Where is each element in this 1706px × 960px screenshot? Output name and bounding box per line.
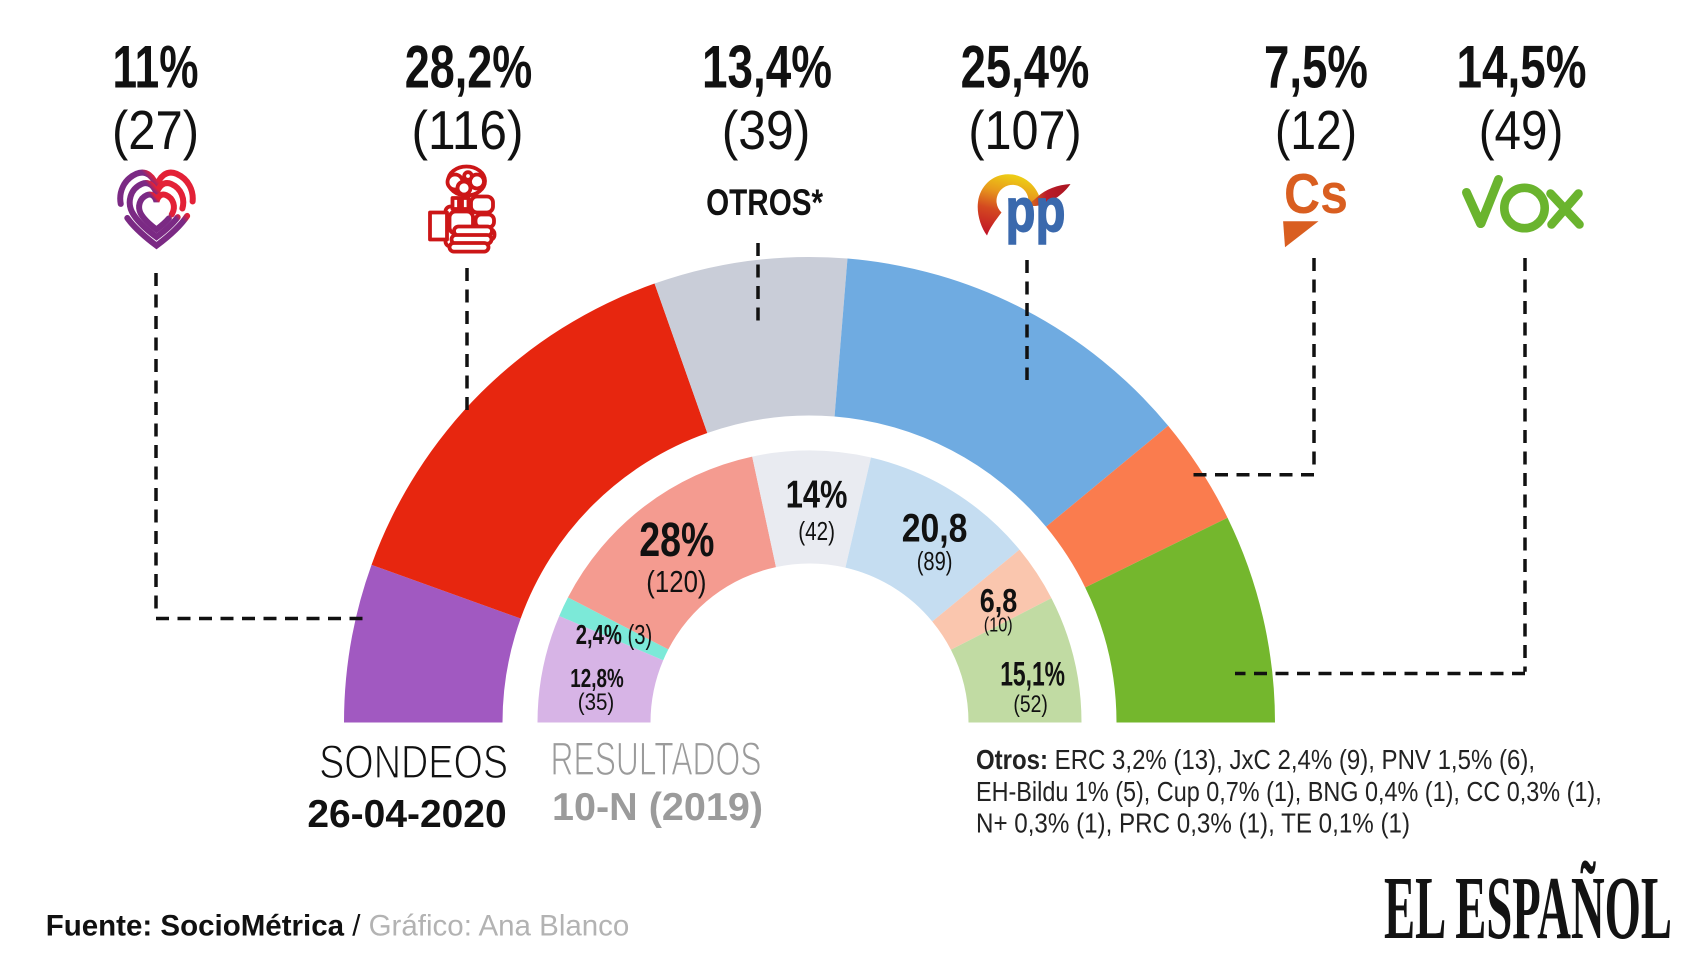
svg-text:(35): (35) [578, 689, 615, 716]
svg-text:N+ 0,3% (1), PRC 0,3% (1), TE: N+ 0,3% (1), PRC 0,3% (1), TE 0,1% (1) [976, 808, 1410, 839]
svg-text:(42): (42) [798, 516, 835, 546]
svg-text:10-N (2019): 10-N (2019) [552, 786, 763, 829]
svg-text:EL ESPAÑOL: EL ESPAÑOL [1384, 859, 1672, 958]
svg-text:(10): (10) [984, 615, 1013, 637]
svg-text:(39): (39) [722, 99, 811, 161]
svg-text:(52): (52) [1013, 691, 1047, 718]
svg-text:SONDEOS: SONDEOS [319, 735, 508, 788]
svg-text:(27): (27) [112, 99, 199, 161]
svg-text:pp: pp [1006, 177, 1066, 245]
svg-text:13,4%: 13,4% [702, 34, 832, 101]
svg-text:RESULTADOS: RESULTADOS [551, 732, 762, 785]
svg-text:Fuente: SocioMétrica / Gráfico: Fuente: SocioMétrica / Gráfico: Ana Blan… [46, 910, 630, 943]
svg-text:6,8: 6,8 [980, 582, 1018, 619]
svg-text:(49): (49) [1479, 99, 1564, 161]
svg-text:12,8%: 12,8% [570, 663, 623, 693]
svg-text:Cs: Cs [1284, 162, 1348, 226]
svg-text:25,4%: 25,4% [961, 34, 1090, 101]
svg-text:14%: 14% [786, 474, 848, 517]
svg-text:11%: 11% [113, 34, 199, 101]
svg-text:OTROS*: OTROS* [706, 182, 823, 223]
svg-text:15,1%: 15,1% [1000, 656, 1065, 694]
svg-text:28%: 28% [639, 514, 714, 567]
svg-text:14,5%: 14,5% [1457, 34, 1587, 101]
svg-text:26-04-2020: 26-04-2020 [307, 793, 506, 836]
svg-text:(120): (120) [646, 564, 706, 599]
svg-text:Otros: ERC 3,2% (13), JxC 2,4%: Otros: ERC 3,2% (13), JxC 2,4% (9), PNV … [976, 744, 1535, 775]
svg-text:(116): (116) [412, 99, 524, 161]
svg-text:(89): (89) [917, 546, 953, 576]
svg-text:7,5%: 7,5% [1264, 34, 1368, 101]
svg-text:(12): (12) [1275, 99, 1357, 161]
svg-text:2,4% (3): 2,4% (3) [576, 619, 652, 650]
svg-text:20,8: 20,8 [902, 507, 968, 551]
svg-text:28,2%: 28,2% [405, 34, 533, 101]
svg-text:(107): (107) [968, 99, 1081, 161]
svg-text:EH-Bildu 1% (5), Cup 0,7% (1),: EH-Bildu 1% (5), Cup 0,7% (1), BNG 0,4% … [976, 776, 1602, 807]
